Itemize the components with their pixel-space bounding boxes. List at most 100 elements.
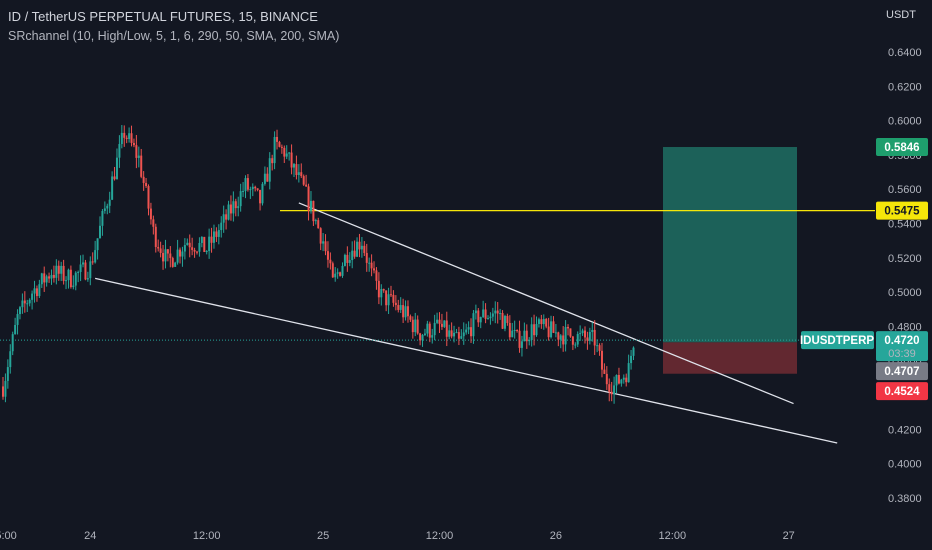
candle-body[interactable] [48, 276, 51, 279]
candle-body[interactable] [375, 270, 378, 281]
candle-body[interactable] [176, 249, 179, 263]
candle-body[interactable] [501, 313, 504, 329]
candle-body[interactable] [181, 251, 184, 257]
candle-body[interactable] [130, 133, 133, 143]
candle-body[interactable] [283, 147, 286, 157]
candle-body[interactable] [9, 351, 12, 368]
candle-body[interactable] [390, 294, 392, 296]
candle-body[interactable] [276, 136, 279, 142]
candle-body[interactable] [406, 306, 409, 317]
candle-body[interactable] [237, 206, 240, 209]
candle-body[interactable] [57, 265, 60, 274]
candle-body[interactable] [499, 313, 502, 315]
candle-body[interactable] [448, 330, 451, 337]
candle-body[interactable] [540, 319, 543, 325]
candle-body[interactable] [402, 305, 405, 318]
candle-body[interactable] [428, 323, 431, 338]
candle-body[interactable] [293, 164, 295, 168]
candle-body[interactable] [200, 236, 203, 243]
candle-body[interactable] [397, 305, 400, 310]
candle-body[interactable] [613, 385, 616, 395]
candle-body[interactable] [348, 260, 351, 263]
profit-zone[interactable] [663, 147, 797, 343]
candle-body[interactable] [545, 318, 548, 327]
candle-body[interactable] [465, 329, 468, 333]
candle-body[interactable] [14, 324, 17, 335]
candle-body[interactable] [123, 132, 126, 138]
candle-body[interactable] [208, 236, 211, 252]
candle-body[interactable] [16, 314, 19, 325]
candle-body[interactable] [162, 252, 165, 262]
candle-body[interactable] [489, 316, 492, 319]
candle-body[interactable] [118, 144, 121, 158]
candle-body[interactable] [77, 271, 80, 273]
candle-body[interactable] [50, 274, 53, 279]
candle-body[interactable] [142, 176, 145, 183]
candle-body[interactable] [329, 259, 332, 264]
candle-body[interactable] [600, 350, 603, 370]
candle-body[interactable] [336, 272, 339, 274]
candle-body[interactable] [242, 191, 245, 193]
candle-body[interactable] [239, 191, 242, 207]
candle-body[interactable] [288, 152, 291, 154]
candle-body[interactable] [227, 204, 230, 220]
candle-body[interactable] [38, 284, 41, 297]
candle-body[interactable] [111, 176, 114, 200]
candle-body[interactable] [149, 208, 152, 220]
candle-body[interactable] [554, 332, 557, 334]
channel-lower-line[interactable] [95, 277, 838, 444]
candle-body[interactable] [562, 335, 565, 345]
candle-body[interactable] [4, 380, 7, 397]
candle-body[interactable] [259, 189, 262, 204]
candle-body[interactable] [263, 173, 266, 184]
candle-body[interactable] [91, 261, 94, 263]
candle-body[interactable] [487, 318, 489, 320]
candle-body[interactable] [82, 262, 85, 265]
candle-body[interactable] [271, 158, 274, 164]
candle-body[interactable] [586, 337, 589, 341]
candle-body[interactable] [431, 335, 434, 338]
candle-body[interactable] [280, 146, 283, 148]
candle-body[interactable] [622, 377, 625, 380]
candle-body[interactable] [62, 265, 65, 281]
candle-body[interactable] [65, 280, 68, 282]
candle-body[interactable] [140, 155, 143, 177]
candle-body[interactable] [474, 310, 477, 314]
candle-body[interactable] [256, 188, 259, 190]
candle-body[interactable] [120, 132, 123, 145]
candle-body[interactable] [482, 309, 485, 318]
candle-body[interactable] [309, 200, 312, 211]
candle-body[interactable] [79, 264, 82, 272]
candle-body[interactable] [23, 300, 26, 304]
candle-body[interactable] [559, 335, 562, 340]
candle-body[interactable] [598, 345, 601, 351]
candle-body[interactable] [399, 305, 402, 310]
candle-body[interactable] [278, 141, 281, 147]
candle-body[interactable] [45, 276, 48, 283]
candle-body[interactable] [297, 172, 300, 176]
candle-body[interactable] [479, 317, 482, 323]
candle-body[interactable] [244, 178, 247, 192]
candle-body[interactable] [220, 222, 223, 231]
candle-body[interactable] [261, 183, 264, 204]
candle-body[interactable] [137, 155, 140, 158]
candle-body[interactable] [610, 391, 613, 395]
candle-body[interactable] [416, 319, 419, 334]
candle-body[interactable] [414, 319, 417, 333]
candle-body[interactable] [552, 321, 555, 333]
candle-body[interactable] [627, 363, 630, 383]
candle-body[interactable] [353, 250, 356, 257]
candle-body[interactable] [467, 327, 470, 330]
candle-body[interactable] [632, 347, 635, 356]
candle-body[interactable] [537, 319, 540, 324]
candle-body[interactable] [596, 345, 599, 347]
candle-body[interactable] [268, 158, 271, 182]
candle-body[interactable] [620, 379, 623, 384]
candle-body[interactable] [365, 252, 368, 263]
candle-body[interactable] [72, 285, 75, 288]
candle-body[interactable] [351, 250, 354, 261]
candle-body[interactable] [317, 220, 320, 229]
candle-body[interactable] [179, 249, 182, 257]
candle-body[interactable] [164, 249, 167, 262]
candle-body[interactable] [472, 313, 475, 337]
